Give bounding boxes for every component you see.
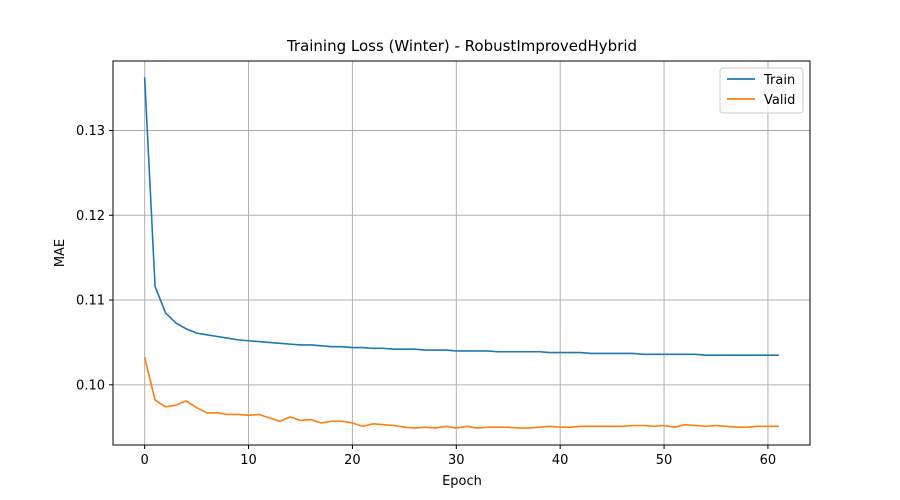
y-axis-label: MAE: [53, 239, 68, 267]
series-lines: [143, 77, 780, 429]
axis-ticks: 0 10 20 30 40 50 60 0.10 0.11 0.12 0.13: [76, 124, 776, 468]
y-tick-label: 0.13: [76, 124, 105, 139]
y-tick-label: 0.10: [76, 378, 105, 393]
legend: Train Valid: [719, 67, 804, 114]
x-tick-label: 60: [760, 453, 777, 468]
chart-title: Training Loss (Winter) - RobustImprovedH…: [286, 37, 637, 55]
series-line-valid: [143, 356, 780, 429]
legend-label-valid: Valid: [764, 93, 795, 108]
legend-label-train: Train: [763, 73, 795, 88]
plot-area-frame: [112, 60, 811, 446]
series-line-train: [143, 77, 780, 356]
x-tick-label: 20: [344, 453, 361, 468]
grid: [113, 61, 810, 445]
x-tick-label: 30: [448, 453, 465, 468]
y-tick-label: 0.11: [76, 294, 105, 309]
x-tick-label: 40: [552, 453, 569, 468]
x-tick-label: 0: [141, 453, 149, 468]
y-tick-label: 0.12: [76, 209, 105, 224]
x-axis-label: Epoch: [442, 474, 482, 489]
x-tick-label: 10: [240, 453, 257, 468]
x-tick-label: 50: [656, 453, 673, 468]
